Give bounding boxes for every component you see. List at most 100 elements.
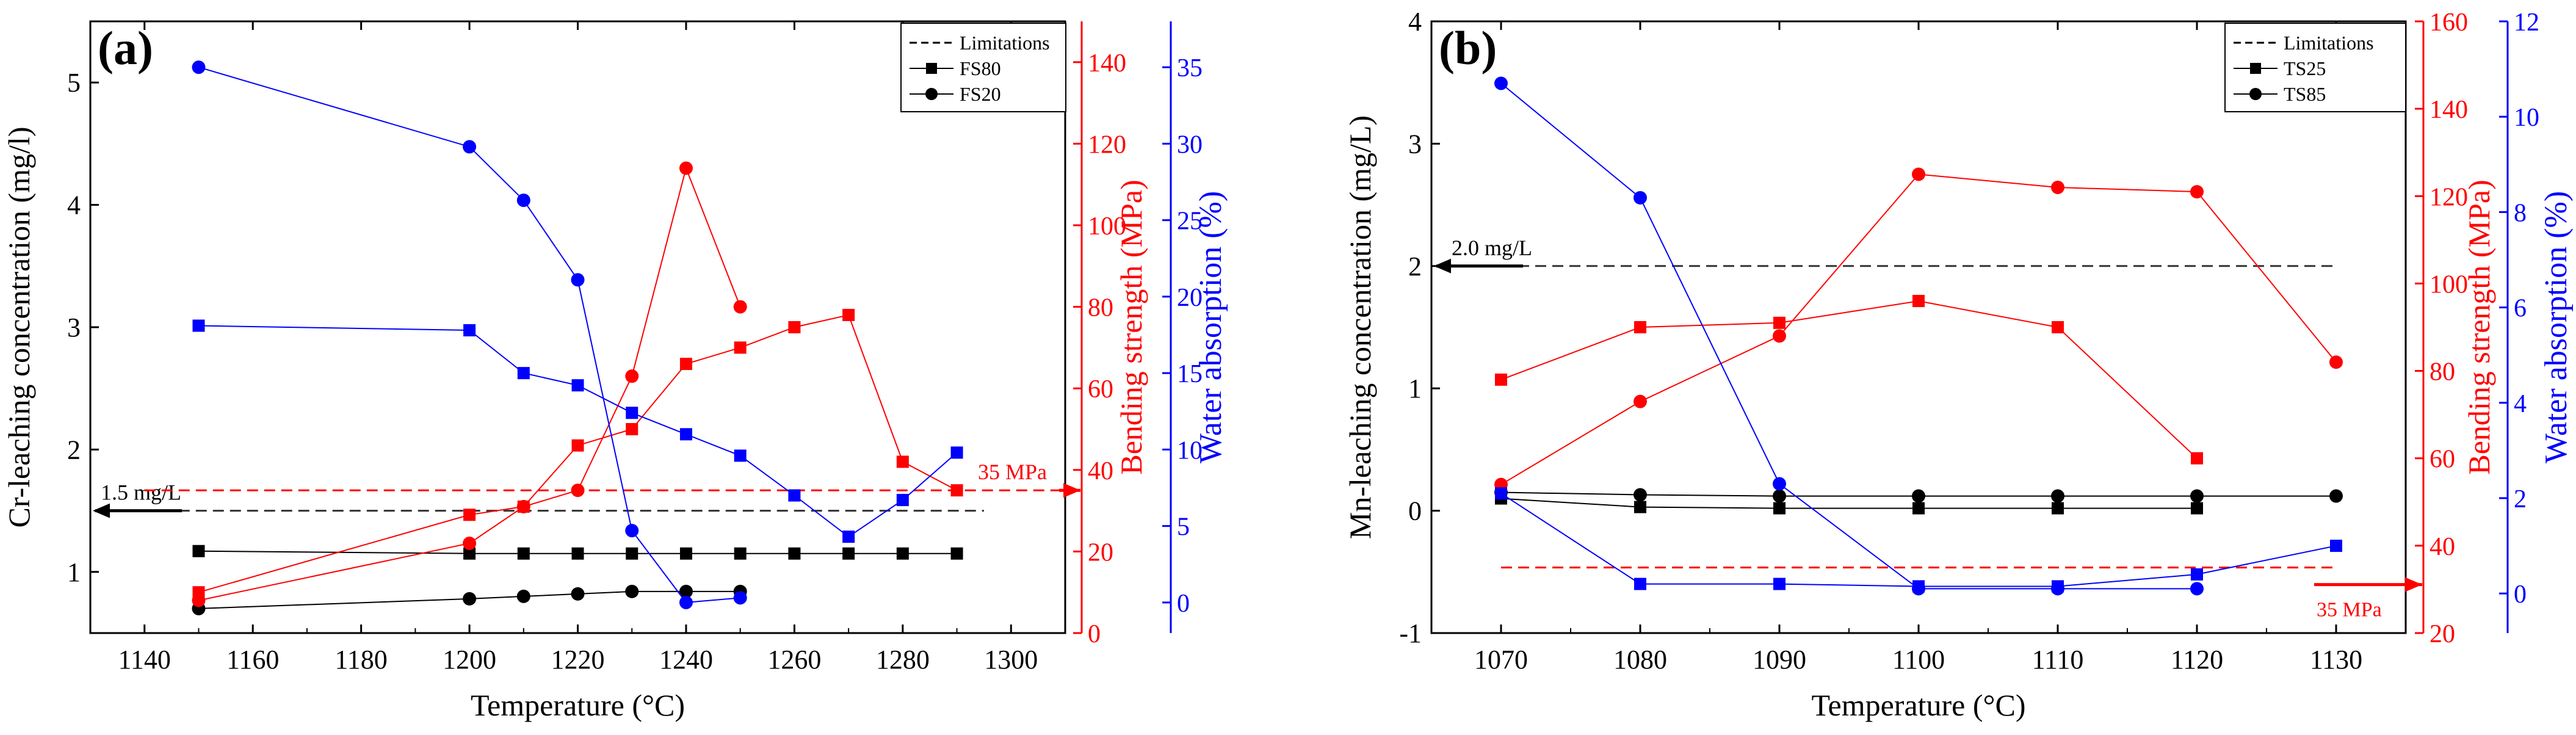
data-point-circle (2190, 582, 2204, 596)
data-point-circle (2329, 489, 2343, 503)
series-line (198, 325, 958, 538)
data-point-circle (1773, 477, 1786, 491)
data-point-circle (733, 300, 747, 314)
legend-entry-label: Limitations (960, 32, 1050, 54)
strength-limit-label: 35 MPa (2317, 599, 2382, 621)
series-fs80-bending-strength (192, 308, 963, 599)
x-tick-label: 1220 (551, 645, 605, 675)
data-point-circle (625, 524, 639, 538)
x-tick-label: 1120 (2171, 645, 2223, 675)
data-point-circle (2329, 355, 2343, 369)
legend-marker-square (926, 63, 937, 74)
data-point-square (2191, 452, 2203, 465)
data-point-square (571, 547, 584, 560)
x-tick-label: 1280 (876, 645, 930, 675)
data-point-square (679, 547, 692, 560)
data-point-circle (192, 593, 206, 607)
x-tick-label: 1070 (1474, 645, 1528, 675)
series-line (1500, 173, 2337, 485)
data-point-square (517, 367, 530, 380)
data-point-square (1495, 487, 1507, 500)
y3-tick-label: 15 (1177, 360, 1203, 388)
strength-arrow-head (2405, 577, 2422, 592)
x-tick-label: 1080 (1613, 645, 1667, 675)
y3-axis-title: Water absorption (%) (1193, 191, 1228, 463)
y3-tick-label: 10 (1177, 436, 1203, 465)
data-point-square (1634, 321, 1646, 333)
y3-tick-label: 5 (1177, 513, 1190, 541)
legend-entry-label: FS20 (960, 83, 1001, 105)
data-point-circle (2051, 180, 2064, 194)
y-tick-label: 4 (1408, 7, 1422, 37)
series-ts85-bending-strength (1494, 167, 2343, 491)
y2-tick-label: 120 (1088, 131, 1126, 159)
data-point-circle (2051, 582, 2064, 596)
x-tick-label: 1200 (443, 645, 496, 675)
data-point-circle (192, 60, 206, 74)
data-point-square (734, 341, 747, 354)
y-tick-label: 0 (1408, 496, 1422, 526)
data-point-square (2052, 502, 2064, 515)
data-point-square (463, 509, 476, 521)
legend-marker-square (2250, 63, 2261, 74)
y-tick-label: 2 (1408, 252, 1422, 281)
legend: Limitations FS80 FS20 (900, 23, 1066, 112)
limit-arrow-head (93, 503, 110, 518)
y2-tick-label: 20 (2429, 620, 2455, 648)
y2-tick-label: 0 (1088, 620, 1101, 648)
data-point-circle (2190, 489, 2204, 503)
y2-axis-title: Bending strength (MPa) (1114, 179, 1148, 474)
x-tick-label: 1180 (335, 645, 387, 675)
data-point-square (626, 547, 639, 560)
y3-tick-label: 20 (1177, 284, 1203, 312)
y2-tick-label: 140 (1088, 49, 1126, 78)
data-point-square (1495, 373, 1507, 386)
series-fs20 (192, 584, 747, 615)
legend-entry-label: TS85 (2284, 83, 2326, 105)
x-tick-label: 1090 (1753, 645, 1806, 675)
data-point-circle (679, 595, 693, 609)
y2-tick-label: 60 (1088, 375, 1113, 404)
data-point-circle (571, 483, 585, 498)
data-point-circle (2051, 489, 2064, 503)
y-tick-label: 2 (67, 435, 81, 465)
x-tick-label: 1240 (659, 645, 713, 675)
panel-label: (b) (1439, 21, 1497, 74)
data-point-square (896, 547, 909, 560)
data-point-circle (679, 584, 693, 598)
data-point-square (1912, 295, 1925, 308)
y-tick-label: 4 (67, 190, 81, 220)
data-point-circle (679, 161, 693, 175)
y3-axis-title: Water absorption (%) (2539, 191, 2574, 463)
y2-tick-label: 80 (1088, 294, 1113, 322)
data-point-circle (516, 589, 530, 603)
data-point-square (571, 379, 584, 392)
data-point-circle (571, 587, 585, 601)
data-point-circle (733, 591, 747, 605)
x-tick-label: 1130 (2310, 645, 2362, 675)
legend-marker-circle (925, 88, 938, 100)
data-point-circle (516, 499, 530, 513)
data-point-circle (1912, 582, 1925, 596)
data-point-circle (625, 369, 639, 383)
data-point-square (1634, 501, 1646, 513)
x-axis-title: Temperature (°C) (1811, 688, 2025, 722)
data-point-square (842, 530, 855, 543)
data-point-square (950, 547, 963, 560)
y3-tick-label: 10 (2514, 104, 2539, 132)
data-point-circle (1494, 76, 1508, 90)
y2-tick-label: 40 (1088, 457, 1113, 485)
x-tick-label: 1100 (1892, 645, 1945, 675)
data-point-square (463, 324, 476, 337)
data-point-square (896, 494, 909, 507)
data-point-square (2191, 568, 2203, 581)
data-point-circle (2190, 185, 2204, 199)
series-fs80-water-absorption (192, 319, 963, 543)
data-point-circle (463, 592, 477, 606)
y2-tick-label: 60 (2429, 446, 2455, 474)
y-tick-label: 3 (67, 313, 81, 342)
data-point-circle (1912, 489, 1925, 503)
y2-tick-label: 40 (2429, 533, 2455, 561)
data-point-square (950, 484, 963, 497)
